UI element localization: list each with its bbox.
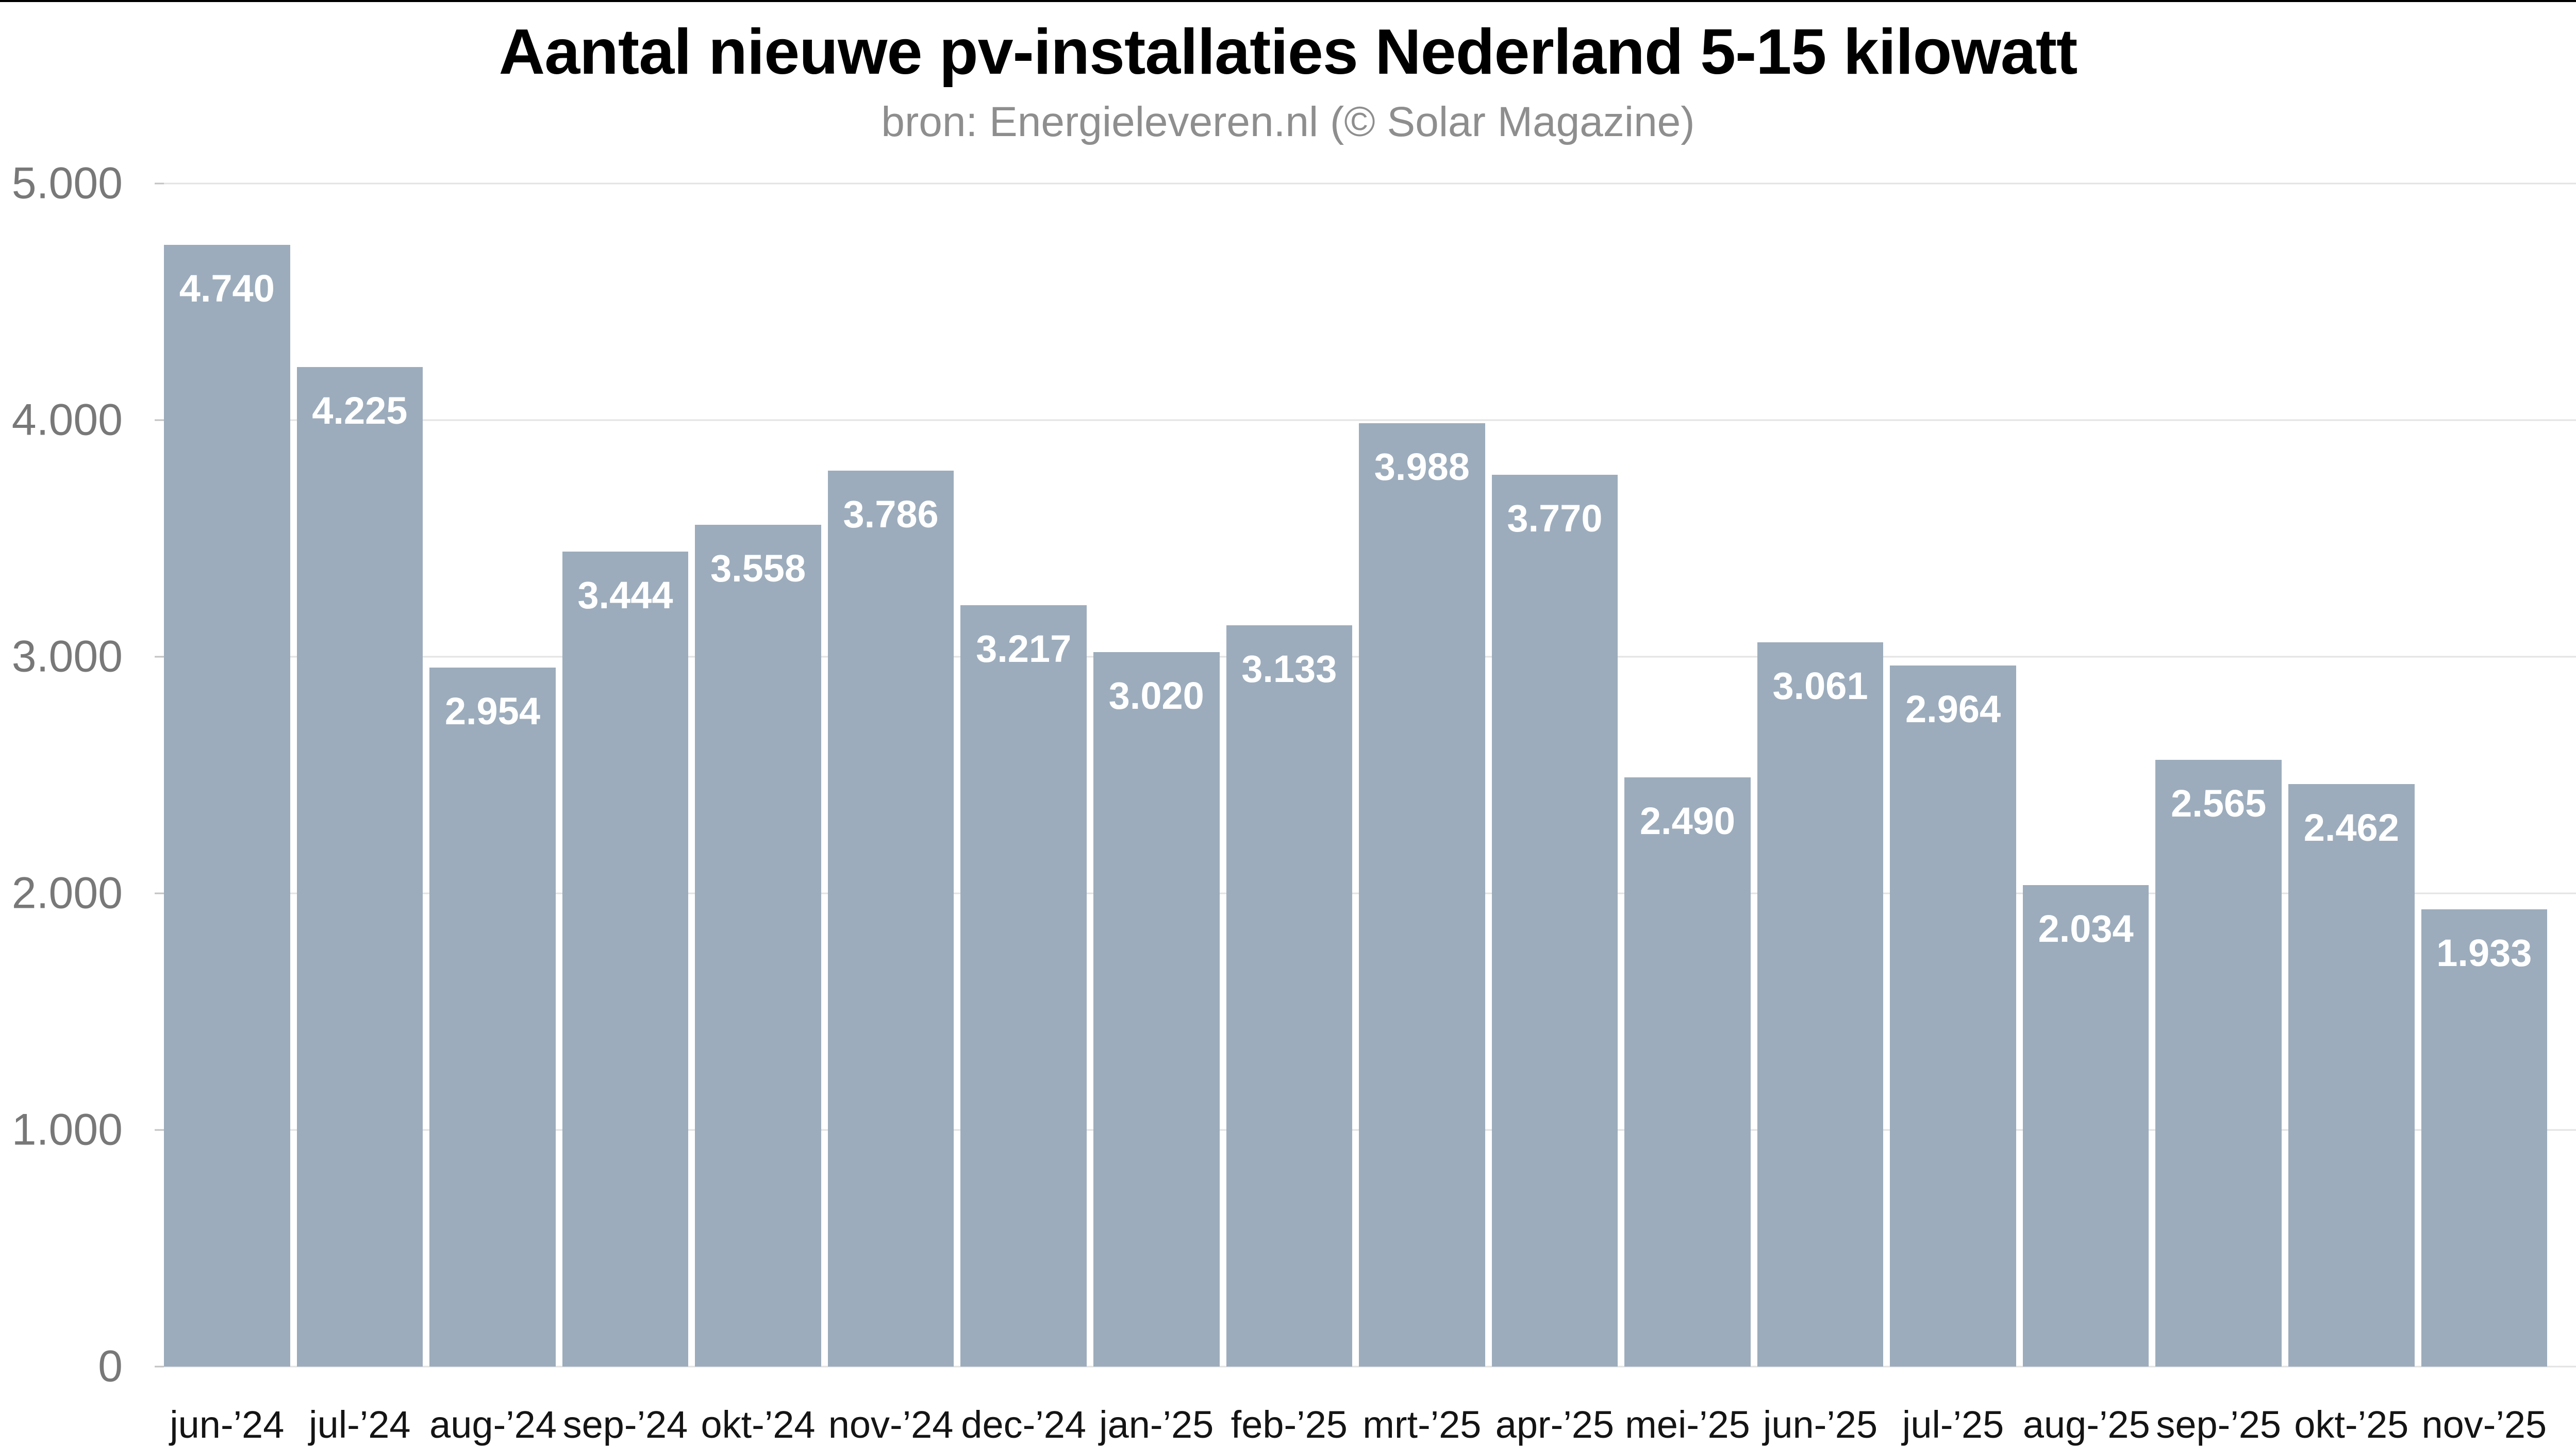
bars-row: 4.740 4.225 2.954 3.444 3.558 3.786 3.217 3.020… [164,184,2548,1367]
x-axis-label: jul-’25 [1902,1403,2004,1446]
x-axis-label: mei-’25 [1625,1403,1750,1446]
bar-value-label: 3.020 [1108,674,1204,717]
bar-value-label: 3.133 [1241,647,1337,690]
bar: 2.490 [1624,777,1751,1367]
y-axis-label: 3.000 [11,631,123,681]
bar: 3.061 [1757,642,1884,1367]
x-axis-label: mrt-’25 [1362,1403,1482,1446]
bar-value-label: 2.954 [444,690,540,733]
axis-tick [155,1366,164,1368]
bar-value-label: 4.740 [179,267,275,310]
bar: 3.770 [1491,474,1618,1367]
y-axis-label: 0 [98,1341,123,1391]
bar: 2.565 [2155,759,2282,1367]
bar: 4.225 [296,367,423,1367]
x-axis: jun-’24 jul-’24 aug-’24 sep-’24 okt-’24 nov-’… [164,1367,2547,1447]
bar-value-label: 3.770 [1507,496,1603,540]
bar: 3.217 [960,605,1087,1367]
x-axis-label: sep-’25 [2156,1403,2282,1446]
y-axis-label: 5.000 [11,158,123,208]
x-axis-label: okt-’25 [2294,1403,2409,1446]
bar: 3.988 [1359,423,1485,1367]
x-axis-label: feb-’25 [1231,1403,1348,1446]
bar: 3.558 [695,524,821,1367]
x-axis-label: aug-’24 [429,1403,557,1446]
bar: 3.786 [827,471,954,1367]
bar-value-label: 3.444 [577,574,673,617]
y-axis-label: 2.000 [11,868,123,918]
bar-value-label: 3.988 [1374,445,1470,488]
bar-value-label: 2.490 [1639,800,1736,843]
bar-value-label: 3.786 [843,493,939,536]
bar: 2.462 [2288,784,2415,1367]
bar-value-label: 2.462 [2303,806,2399,849]
axis-tick [155,892,164,894]
bar-value-label: 2.565 [2171,781,2267,825]
bar: 3.444 [562,552,689,1367]
plot-area: 5.000 4.000 3.000 2.000 1.000 0 4.740 4.225 2.9… [12,159,2576,1391]
bar-value-label: 2.964 [1905,687,2001,730]
x-axis-label: apr-’25 [1495,1403,1615,1446]
bar-value-label: 1.933 [2436,931,2532,974]
chart-subtitle: bron: Energieleveren.nl (© Solar Magazin… [881,98,1695,145]
bar: 1.933 [2421,909,2548,1367]
bar: 2.954 [429,668,556,1367]
x-axis-label: nov-’24 [828,1403,954,1446]
gridline [164,182,2576,185]
x-axis-label: aug-’25 [2022,1403,2150,1446]
bar: 3.020 [1093,652,1220,1367]
axis-tick [155,656,164,658]
bar: 4.740 [164,245,290,1367]
x-axis-label: jun-’24 [170,1403,285,1446]
gridline [164,419,2576,421]
bar: 3.133 [1226,625,1353,1367]
x-axis-label: jan-’25 [1099,1403,1214,1446]
x-axis-label: okt-’24 [701,1403,816,1446]
bar-value-label: 4.225 [312,389,408,432]
x-axis-label: dec-’24 [961,1403,1087,1446]
bar: 2.964 [1890,665,2016,1367]
bar-value-label: 3.558 [710,546,806,590]
x-axis-label: nov-’25 [2421,1403,2547,1446]
bar-value-label: 3.217 [976,627,1072,671]
x-axis-label: sep-’24 [562,1403,688,1446]
axis-tick [155,419,164,421]
chart-title: Aantal nieuwe pv-installaties Nederland … [498,16,2078,88]
axis-tick [155,1129,164,1131]
bar-value-label: 2.034 [2038,907,2134,951]
bar-value-label: 3.061 [1772,664,1868,708]
y-axis-label: 1.000 [11,1105,123,1155]
y-axis-label: 4.000 [11,395,123,445]
bar: 2.034 [2022,885,2149,1367]
gridline [164,1366,2576,1368]
axis-tick [155,182,164,185]
x-axis-label: jun-’25 [1763,1403,1878,1446]
top-border [0,0,2576,2]
x-axis-label: jul-’24 [309,1403,411,1446]
